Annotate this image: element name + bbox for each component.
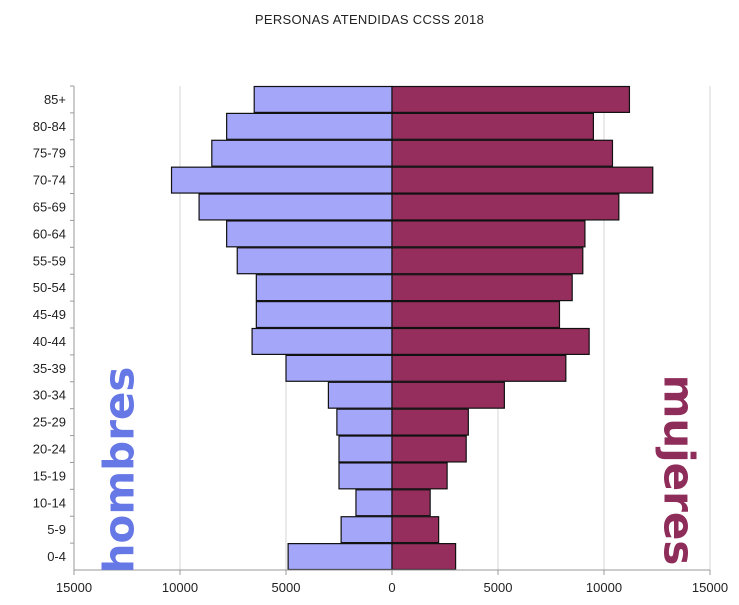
- y-tick-label: 65-69: [33, 200, 66, 215]
- y-tick-label: 15-19: [33, 468, 66, 483]
- bar-hombres-50-54: [255, 274, 393, 302]
- axes: 15000 10000 5000 0 5000 10000 15000 0-4 5-9 10-14…: [33, 85, 728, 595]
- bar-mujeres-40-44: [391, 327, 590, 355]
- bar-hombres-20-24: [338, 435, 393, 463]
- y-tick-label: 80-84: [33, 119, 66, 134]
- bar-mujeres-75-79: [391, 139, 614, 167]
- bar-hombres-35-39: [285, 354, 393, 382]
- x-tick-label: 0: [388, 580, 395, 595]
- bar-mujeres-15-19: [391, 462, 448, 490]
- series-label-mujeres: mujeres: [654, 374, 704, 566]
- bar-mujeres-55-59: [391, 247, 584, 275]
- y-tick-label: 20-24: [33, 442, 66, 457]
- bar-hombres-70-74: [170, 166, 393, 194]
- y-tick-label: 25-29: [33, 415, 66, 430]
- bar-mujeres-20-24: [391, 435, 467, 463]
- bar-hombres-65-69: [198, 193, 393, 221]
- y-tick-label: 50-54: [33, 280, 66, 295]
- bar-mujeres-30-34: [391, 381, 505, 409]
- y-tick-label: 75-79: [33, 146, 66, 161]
- bars: [170, 85, 654, 571]
- y-tick-label: 5-9: [47, 522, 66, 537]
- series-label-hombres: hombres: [94, 366, 144, 574]
- bar-hombres-5-9: [340, 516, 393, 544]
- bar-mujeres-80-84: [391, 112, 594, 140]
- bar-mujeres-65-69: [391, 193, 620, 221]
- bar-hombres-10-14: [355, 489, 393, 517]
- chart-title: PERSONAS ATENDIDAS CCSS 2018: [254, 12, 485, 27]
- bar-hombres-40-44: [251, 327, 393, 355]
- y-tick-label: 30-34: [33, 388, 66, 403]
- bar-mujeres-70-74: [391, 166, 654, 194]
- bar-hombres-25-29: [336, 408, 393, 436]
- bar-hombres-75-79: [211, 139, 393, 167]
- bar-mujeres-45-49: [391, 301, 561, 329]
- y-tick-label: 35-39: [33, 361, 66, 376]
- x-tick-label: 15000: [692, 580, 728, 595]
- bar-mujeres-60-64: [391, 220, 586, 248]
- bar-hombres-15-19: [338, 462, 393, 490]
- bar-mujeres-10-14: [391, 489, 431, 517]
- x-tick-label: 10000: [162, 580, 198, 595]
- bar-hombres-30-34: [327, 381, 393, 409]
- bar-hombres-60-64: [226, 220, 393, 248]
- x-tick-label: 5000: [484, 580, 513, 595]
- x-tick-label: 15000: [56, 580, 92, 595]
- bar-mujeres-85+: [391, 85, 631, 113]
- x-tick-label: 5000: [272, 580, 301, 595]
- y-tick-label: 55-59: [33, 253, 66, 268]
- y-tick-label: 85+: [44, 92, 66, 107]
- y-tick-label: 70-74: [33, 173, 66, 188]
- bar-hombres-0-4: [287, 543, 393, 571]
- y-tick-label: 0-4: [47, 549, 66, 564]
- bar-hombres-55-59: [236, 247, 393, 275]
- y-tick-label: 60-64: [33, 226, 66, 241]
- y-tick-label: 10-14: [33, 495, 66, 510]
- y-tick-label: 45-49: [33, 307, 66, 322]
- bar-mujeres-0-4: [391, 543, 457, 571]
- y-tick-label: 40-44: [33, 334, 66, 349]
- bar-hombres-80-84: [226, 112, 393, 140]
- bar-mujeres-35-39: [391, 354, 567, 382]
- bar-mujeres-5-9: [391, 516, 440, 544]
- bar-mujeres-25-29: [391, 408, 469, 436]
- bar-hombres-85+: [253, 85, 393, 113]
- bar-hombres-45-49: [255, 301, 393, 329]
- x-tick-label: 10000: [586, 580, 622, 595]
- bar-mujeres-50-54: [391, 274, 573, 302]
